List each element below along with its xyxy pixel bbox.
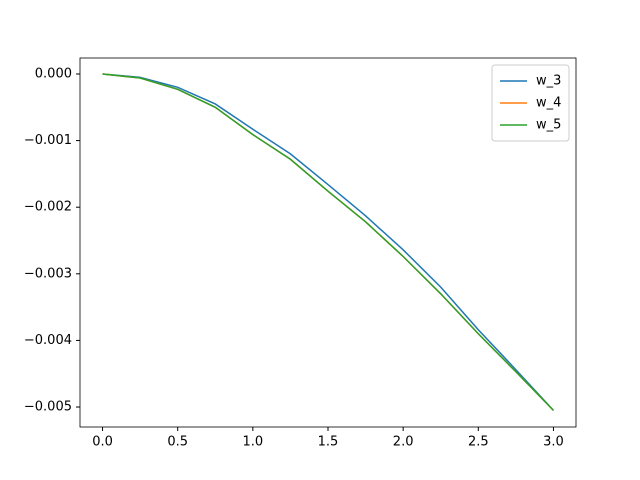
y-tick-label: −0.001 xyxy=(24,133,72,148)
legend-label: w_3 xyxy=(536,74,561,89)
x-tick-label: 0.0 xyxy=(92,435,113,450)
y-tick-label: 0.000 xyxy=(35,66,72,81)
series-line xyxy=(102,73,554,411)
x-tick-label: 2.5 xyxy=(468,435,489,450)
x-tick-label: 0.5 xyxy=(167,435,188,450)
x-tick-label: 3.0 xyxy=(543,435,564,450)
legend-box xyxy=(491,64,570,142)
y-tick-label: −0.003 xyxy=(24,266,72,281)
x-tick-label: 1.5 xyxy=(318,435,339,450)
x-tick-label: 1.0 xyxy=(243,435,264,450)
series-line xyxy=(102,73,555,411)
legend-label: w_5 xyxy=(536,118,561,133)
y-tick-label: −0.002 xyxy=(24,200,72,215)
legend-label: w_4 xyxy=(536,96,561,111)
plot-frame xyxy=(79,57,577,428)
x-tick-label: 2.0 xyxy=(393,435,414,450)
y-tick-label: −0.004 xyxy=(24,333,72,348)
y-tick-label: −0.005 xyxy=(24,400,72,415)
